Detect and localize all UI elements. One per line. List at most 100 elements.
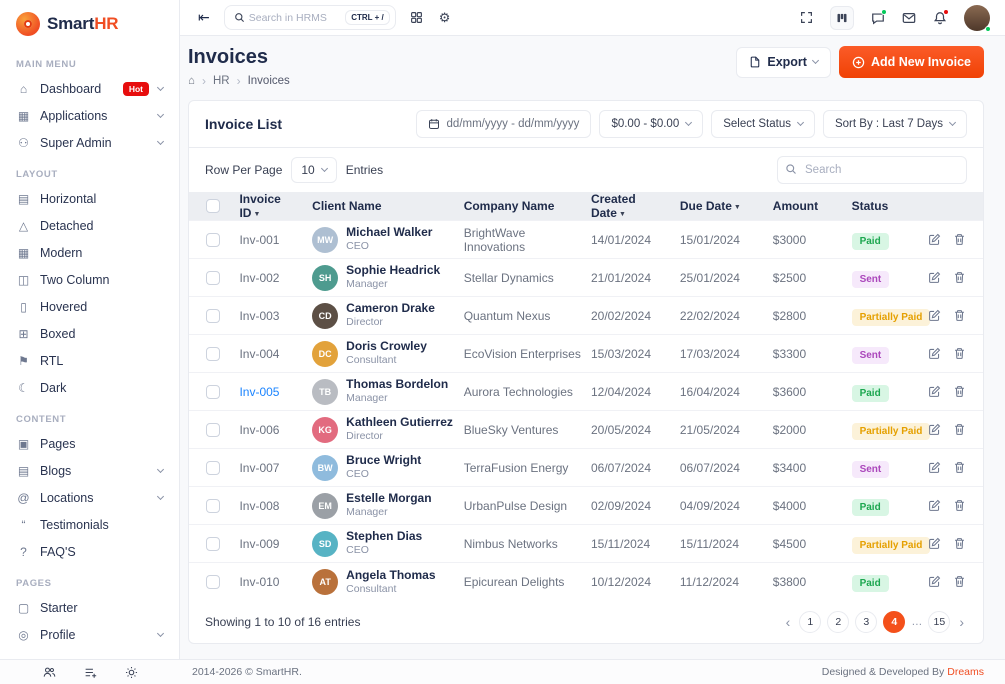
sidebar-collapse-icon[interactable]: ⇤ [198,9,210,25]
edit-icon[interactable] [928,499,941,512]
edit-icon[interactable] [928,537,941,550]
credit-brand[interactable]: Dreams [947,666,984,678]
column-header-created-date[interactable]: Created Date ▼ [586,192,676,221]
settings-gear-icon[interactable]: ⚙ [438,9,451,25]
global-search[interactable]: CTRL + / [223,5,396,30]
sidebar-item-dark[interactable]: ☾ Dark [0,374,179,401]
edit-icon[interactable] [928,575,941,588]
users-icon[interactable] [43,666,56,679]
breadcrumb-hr[interactable]: HR [212,75,230,87]
sidebar-item-dashboard[interactable]: ⌂ Dashboard Hot [0,75,179,102]
sidebar-item-faq-s[interactable]: ? FAQ'S [0,538,179,565]
row-checkbox[interactable] [206,422,220,437]
prev-page-icon[interactable]: ‹ [785,613,791,630]
delete-icon[interactable] [953,537,966,550]
edit-icon[interactable] [928,271,941,284]
row-checkbox[interactable] [206,498,220,513]
page-button-4[interactable]: 4 [883,610,906,633]
task-list-icon[interactable] [84,666,97,679]
edit-icon[interactable] [928,233,941,246]
sidebar-section: CONTENT ▣ Pages ▤ Blogs @ Locations “ Te… [0,401,179,565]
layout-toggle-button[interactable] [830,5,854,30]
invoice-id-link[interactable]: Inv-006 [239,422,280,437]
column-header-due-date[interactable]: Due Date ▼ [675,192,769,221]
table-row: Inv-004 DC Doris Crowley Consultant EcoV… [189,334,983,373]
sidebar-item-testimonials[interactable]: “ Testimonials [0,511,179,538]
edit-icon[interactable] [928,423,941,436]
delete-icon[interactable] [953,347,966,360]
chat-icon[interactable] [871,8,887,25]
select-all-checkbox[interactable] [206,199,220,214]
edit-icon[interactable] [928,461,941,474]
status-filter[interactable]: Select Status [711,110,815,138]
sidebar-item-rtl[interactable]: ⚑ RTL [0,347,179,374]
delete-icon[interactable] [953,499,966,512]
delete-icon[interactable] [953,423,966,436]
invoice-id-link[interactable]: Inv-005 [239,384,280,399]
amount-range-filter[interactable]: $0.00 - $0.00 [599,110,704,138]
chevron-down-icon [156,110,165,118]
delete-icon[interactable] [953,461,966,474]
sidebar-item-pages[interactable]: ▣ Pages [17,436,76,451]
invoice-id-link[interactable]: Inv-003 [239,308,280,323]
sort-by-filter[interactable]: Sort By : Last 7 Days [822,110,967,138]
page-button-15[interactable]: 15 [928,610,951,633]
row-checkbox[interactable] [206,575,220,590]
add-new-invoice-button[interactable]: Add New Invoice [838,46,984,78]
page-button-3[interactable]: 3 [855,610,878,633]
delete-icon[interactable] [953,233,966,246]
sidebar-section-title: LAYOUT [16,169,58,180]
sidebar-item-starter[interactable]: ▢ Starter [17,600,78,615]
sidebar-item-boxed[interactable]: ⊞ Boxed [0,320,179,347]
invoice-id-link[interactable]: Inv-010 [239,574,280,589]
invoice-id-link[interactable]: Inv-009 [239,536,280,551]
sidebar-item-horizontal[interactable]: ▤ Horizontal [17,191,97,206]
invoice-id-link[interactable]: Inv-001 [239,232,280,247]
sidebar-item-blogs[interactable]: ▤ Blogs [0,457,179,484]
row-checkbox[interactable] [206,232,220,247]
invoice-id-link[interactable]: Inv-002 [239,270,280,285]
apps-grid-icon[interactable] [410,11,423,24]
row-checkbox[interactable] [206,270,220,285]
edit-icon[interactable] [928,309,941,322]
delete-icon[interactable] [953,271,966,284]
row-checkbox[interactable] [206,346,220,361]
sidebar-item-super-admin[interactable]: ⚇ Super Admin [0,129,179,156]
page-button-2[interactable]: 2 [827,610,850,633]
edit-icon[interactable] [928,347,941,360]
delete-icon[interactable] [953,575,966,588]
rows-per-page-select[interactable]: 10 [291,157,337,183]
delete-icon[interactable] [953,309,966,322]
row-checkbox[interactable] [206,308,220,323]
row-checkbox[interactable] [206,536,220,551]
sidebar-item-detached[interactable]: △ Detached [0,212,179,239]
export-button[interactable]: Export [736,46,831,78]
invoice-id-link[interactable]: Inv-004 [239,346,280,361]
delete-icon[interactable] [953,385,966,398]
brightness-icon[interactable] [125,666,138,679]
sidebar-item-modern[interactable]: ▦ Modern [17,245,83,260]
date-range-filter[interactable]: dd/mm/yyyy - dd/mm/yyyy [415,110,592,138]
sidebar-item-hovered[interactable]: ▯ Hovered [0,293,179,320]
row-checkbox[interactable] [206,384,220,399]
brand-logo[interactable]: SmartHR [0,0,179,46]
invoice-id-link[interactable]: Inv-008 [239,498,280,513]
sidebar-item-locations[interactable]: @ Locations [0,484,179,511]
sidebar-item-two-column[interactable]: ◫ Two Column [17,272,110,287]
invoice-id-link[interactable]: Inv-007 [239,460,280,475]
home-icon[interactable]: ⌂ [188,75,195,87]
page-button-1[interactable]: 1 [799,610,822,633]
edit-icon[interactable] [928,385,941,398]
mail-icon[interactable] [902,11,916,25]
user-avatar[interactable] [964,4,991,32]
global-search-input[interactable] [248,11,342,24]
sidebar-item-applications[interactable]: ▦ Applications [0,102,179,129]
sidebar-item-profile[interactable]: ◎ Profile [0,621,179,648]
table-search-input[interactable] [777,156,967,184]
fullscreen-icon[interactable] [800,11,813,24]
bell-icon[interactable] [933,8,949,25]
sort-caret-icon: ▼ [253,211,261,218]
next-page-icon[interactable]: › [959,613,964,630]
row-checkbox[interactable] [206,460,220,475]
column-header-invoice-id[interactable]: Invoice ID ▼ [235,192,309,221]
